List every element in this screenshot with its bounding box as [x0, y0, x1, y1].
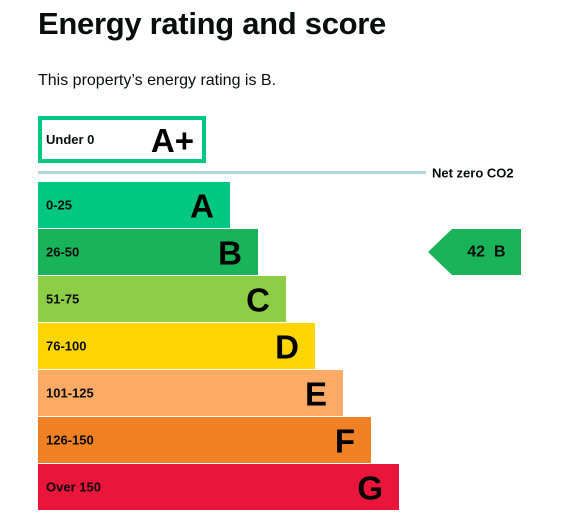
band-f-range: 126-150 [46, 433, 94, 448]
band-e-range: 101-125 [46, 386, 94, 401]
band-a-plus-range: Under 0 [46, 132, 94, 147]
net-zero-label: Net zero CO2 [432, 166, 514, 181]
current-rating-letter: B [494, 244, 506, 261]
band-d-range: 76-100 [46, 339, 86, 354]
band-g-letter: G [357, 470, 383, 507]
band-c-bar [38, 276, 286, 322]
band-e-bar [38, 370, 343, 416]
band-e-letter: E [305, 376, 327, 413]
band-c-letter: C [246, 282, 270, 319]
band-a-plus-letter: A+ [151, 122, 194, 159]
band-b-bar [38, 229, 258, 275]
current-rating-arrow [428, 229, 521, 275]
band-a-bar [38, 182, 230, 228]
page-title: Energy rating and score [38, 6, 386, 41]
band-d-letter: D [275, 329, 299, 366]
band-a-plus-bar [38, 116, 206, 163]
band-f-bar [38, 417, 371, 463]
band-f-letter: F [335, 423, 355, 460]
band-b-range: 26-50 [46, 245, 79, 260]
band-c-range: 51-75 [46, 292, 79, 307]
band-d-bar [38, 323, 315, 369]
band-g-range: Over 150 [46, 480, 101, 495]
band-a-range: 0-25 [46, 198, 72, 213]
band-a-letter: A [190, 188, 214, 225]
band-b-letter: B [218, 235, 242, 272]
current-rating-score: 42 [467, 244, 485, 261]
band-g-bar [38, 464, 399, 510]
rating-summary: This property’s energy rating is B. [38, 72, 277, 89]
